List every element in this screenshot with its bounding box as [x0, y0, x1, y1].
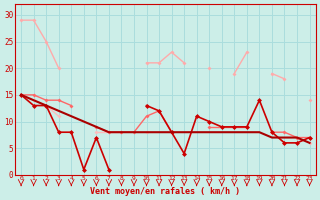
X-axis label: Vent moyen/en rafales ( km/h ): Vent moyen/en rafales ( km/h ): [90, 187, 240, 196]
